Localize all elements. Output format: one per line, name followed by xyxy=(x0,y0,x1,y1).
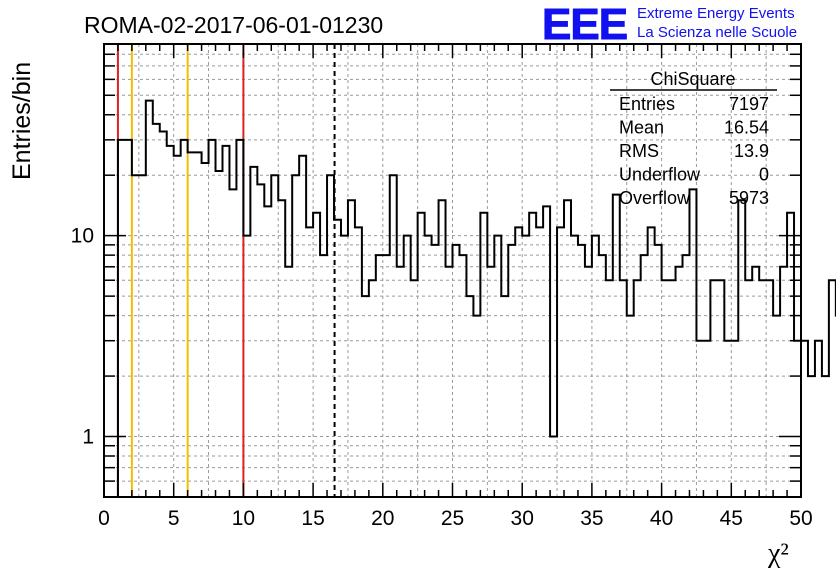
x-axis-ticks: 0 5 10 15 20 25 30 35 40 45 50 xyxy=(98,44,813,530)
eee-logo: EEE xyxy=(541,0,628,50)
stats-box: ChiSquare Entries 7197 Mean 16.54 RMS 13.9 Unde… xyxy=(610,69,777,208)
eee-logo-line2: La Scienza nelle Scuole xyxy=(637,24,798,41)
stats-value: 7197 xyxy=(729,94,769,114)
stats-label: Overflow xyxy=(619,188,691,208)
x-tick-label: 40 xyxy=(650,507,673,530)
y-tick-label: 10 xyxy=(71,225,94,248)
stats-value: 5973 xyxy=(729,188,769,208)
y-axis-label: Entries/bin xyxy=(8,61,36,180)
x-tick-label: 0 xyxy=(98,507,110,530)
stats-value: 16.54 xyxy=(724,118,769,138)
x-axis-label: χ² xyxy=(768,538,789,569)
histogram-series xyxy=(104,99,836,498)
x-tick-label: 25 xyxy=(441,507,464,530)
stats-label: Entries xyxy=(619,94,675,114)
x-tick-label: 15 xyxy=(301,507,324,530)
x-tick-label: 20 xyxy=(371,507,394,530)
stats-title: ChiSquare xyxy=(650,69,735,89)
x-tick-label: 5 xyxy=(168,507,180,530)
chart-title: ROMA-02-2017-06-01-01230 xyxy=(84,12,384,38)
stats-value: 13.9 xyxy=(734,141,769,161)
x-tick-label: 45 xyxy=(720,507,743,530)
stats-label: Mean xyxy=(619,118,664,138)
stats-label: RMS xyxy=(619,141,659,161)
x-tick-label: 35 xyxy=(580,507,603,530)
stats-value: 0 xyxy=(759,165,769,185)
stats-label: Underflow xyxy=(619,165,701,185)
x-tick-label: 50 xyxy=(789,507,812,530)
x-tick-label: 30 xyxy=(511,507,534,530)
y-axis-ticks: 1 10 xyxy=(71,53,801,482)
y-tick-label: 1 xyxy=(82,426,94,449)
x-tick-label: 10 xyxy=(232,507,255,530)
eee-logo-line1: Extreme Energy Events xyxy=(637,5,795,22)
